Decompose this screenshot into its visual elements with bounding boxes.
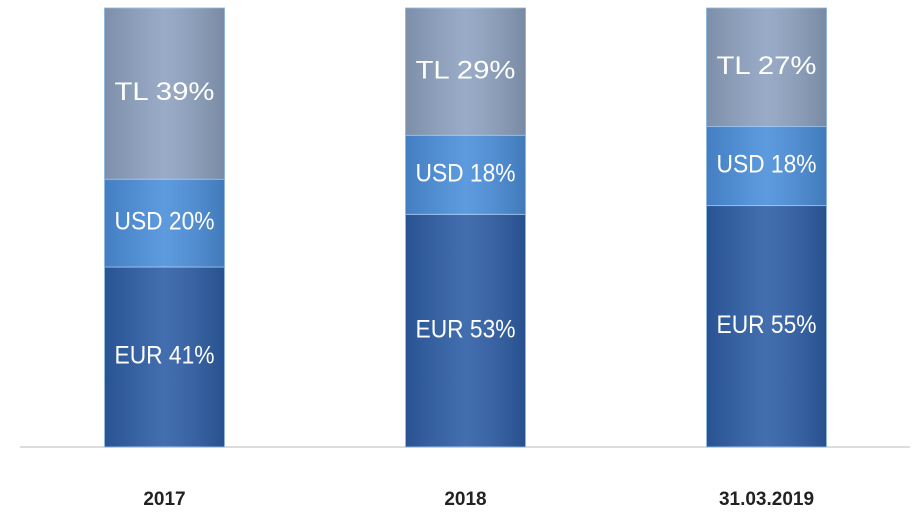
data-label: TL 29%: [416, 56, 516, 84]
bar-shine: [405, 8, 526, 136]
x-tick-label: 2017: [143, 489, 185, 510]
bar-shine: [706, 8, 827, 127]
data-label: EUR 41%: [115, 342, 215, 370]
bar-shine: [104, 8, 225, 180]
x-tick-label: 2018: [444, 489, 486, 510]
x-tick-label: 31.03.2019: [719, 489, 814, 510]
bar-shine: [706, 205, 827, 447]
bar-shine: [405, 135, 526, 215]
data-label: TL 39%: [115, 78, 215, 106]
data-label: USD 18%: [416, 159, 516, 187]
data-label: USD 18%: [717, 151, 817, 179]
data-label: USD 20%: [115, 208, 215, 236]
data-label: EUR 53%: [416, 315, 516, 343]
data-label: EUR 55%: [717, 311, 817, 339]
bar-shine: [104, 267, 225, 447]
bar-shine: [104, 179, 225, 268]
bar-shine: [706, 126, 827, 206]
bar-shine: [405, 214, 526, 447]
data-label: TL 27%: [717, 52, 817, 80]
